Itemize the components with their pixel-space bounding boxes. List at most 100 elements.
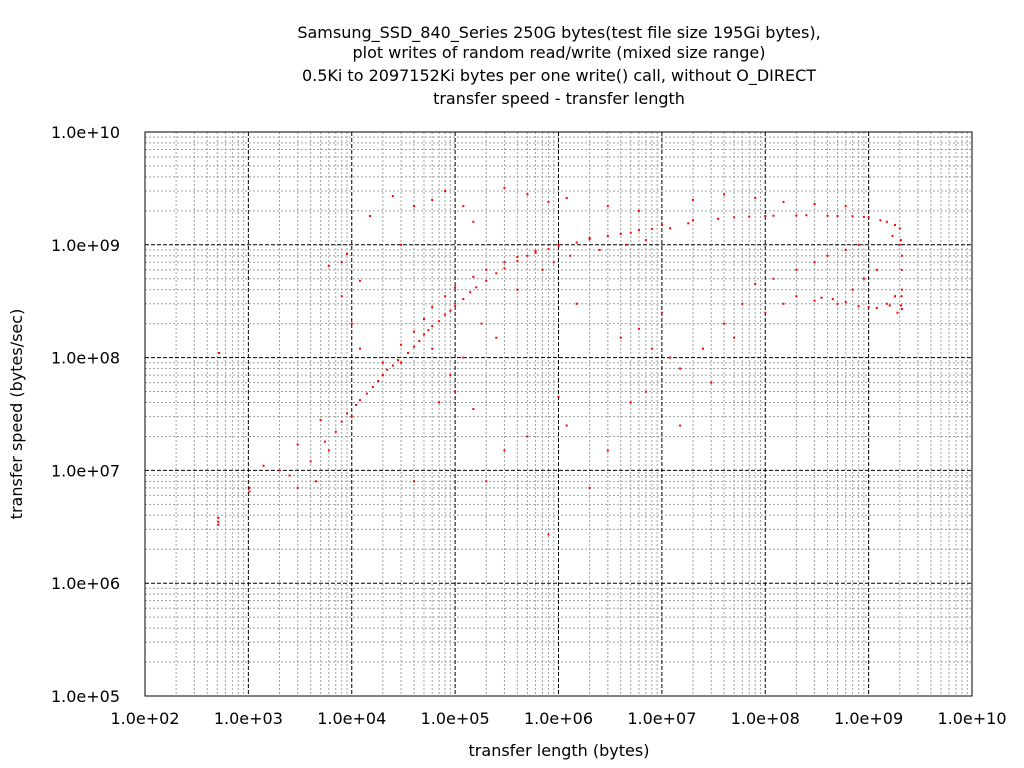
- data-point: [346, 252, 349, 255]
- plot-frame: [144, 131, 973, 697]
- data-point: [334, 430, 337, 433]
- data-point: [772, 277, 775, 280]
- data-point: [588, 486, 591, 489]
- data-point: [575, 302, 578, 305]
- data-point: [309, 460, 312, 463]
- data-point: [340, 261, 343, 264]
- data-point: [619, 232, 622, 235]
- x-tick-label: 1.0e+08: [731, 709, 800, 728]
- data-point: [391, 195, 394, 198]
- data-point: [857, 305, 860, 308]
- data-point: [862, 277, 865, 280]
- data-point: [427, 329, 430, 332]
- data-point: [552, 261, 555, 264]
- data-point: [358, 399, 361, 402]
- data-point: [547, 247, 550, 250]
- data-point: [423, 333, 426, 336]
- data-point: [472, 408, 475, 411]
- x-tick-label: 1.0e+10: [937, 709, 1006, 728]
- data-point: [350, 415, 353, 418]
- data-point: [637, 327, 640, 330]
- data-point: [391, 364, 394, 367]
- data-points: [217, 186, 903, 536]
- data-point: [741, 302, 744, 305]
- data-point: [813, 261, 816, 264]
- data-point: [485, 480, 488, 483]
- data-point: [262, 464, 265, 467]
- data-point: [898, 243, 901, 246]
- data-point: [503, 449, 506, 452]
- data-point: [723, 193, 726, 196]
- data-point: [396, 359, 399, 362]
- data-point: [885, 220, 888, 223]
- data-point: [449, 309, 452, 312]
- data-point: [278, 469, 281, 472]
- x-tick-label: 1.0e+05: [421, 709, 490, 728]
- data-point: [503, 186, 506, 189]
- data-point: [296, 443, 299, 446]
- data-point: [381, 361, 384, 364]
- data-point: [900, 288, 903, 291]
- y-tick-label: 1.0e+10: [51, 123, 120, 142]
- data-point: [340, 420, 343, 423]
- data-point: [368, 215, 371, 218]
- data-point: [516, 255, 519, 258]
- chart-title-line: transfer speed - transfer length: [433, 89, 685, 108]
- data-point: [541, 268, 544, 271]
- data-point: [669, 356, 672, 359]
- data-point: [867, 216, 870, 219]
- data-point: [288, 474, 291, 477]
- data-point: [894, 223, 897, 226]
- data-point: [748, 215, 751, 218]
- data-point: [844, 301, 847, 304]
- data-point: [469, 291, 472, 294]
- x-axis-label: transfer length (bytes): [469, 741, 650, 760]
- data-point: [400, 243, 403, 246]
- data-point: [480, 322, 483, 325]
- data-point: [660, 223, 663, 226]
- data-point: [386, 368, 389, 371]
- data-point: [813, 202, 816, 205]
- data-point: [412, 330, 415, 333]
- data-point: [565, 196, 568, 199]
- data-point: [462, 205, 465, 208]
- data-point: [851, 215, 854, 218]
- data-point: [862, 215, 865, 218]
- data-point: [438, 320, 441, 323]
- y-tick-label: 1.0e+07: [51, 461, 120, 480]
- data-point: [557, 243, 560, 246]
- data-point: [660, 311, 663, 314]
- data-point: [899, 239, 902, 242]
- data-point: [875, 268, 878, 271]
- data-point: [472, 220, 475, 223]
- data-point: [606, 205, 609, 208]
- data-point: [516, 259, 519, 262]
- y-tick-label: 1.0e+06: [51, 574, 120, 593]
- data-point: [462, 356, 465, 359]
- data-point: [547, 533, 550, 536]
- data-point: [831, 298, 834, 301]
- data-point: [444, 295, 447, 298]
- data-point: [900, 254, 903, 257]
- data-point: [772, 214, 775, 217]
- data-point: [503, 261, 506, 264]
- data-point: [679, 367, 682, 370]
- data-point: [629, 231, 632, 234]
- data-point: [588, 238, 591, 241]
- data-point: [888, 304, 891, 307]
- chart-title-line: Samsung_SSD_840_Series 250G bytes(test f…: [297, 23, 820, 43]
- data-point: [691, 219, 694, 222]
- data-point: [717, 217, 720, 220]
- data-point: [400, 361, 403, 364]
- data-point: [557, 395, 560, 398]
- data-point: [355, 404, 358, 407]
- data-point: [526, 193, 529, 196]
- data-point: [782, 200, 785, 203]
- data-point: [650, 228, 653, 231]
- data-point: [454, 304, 457, 307]
- data-point: [377, 380, 380, 383]
- data-point: [900, 295, 903, 298]
- x-tick-label: 1.0e+04: [317, 709, 386, 728]
- data-point: [826, 214, 829, 217]
- data-point: [687, 222, 690, 225]
